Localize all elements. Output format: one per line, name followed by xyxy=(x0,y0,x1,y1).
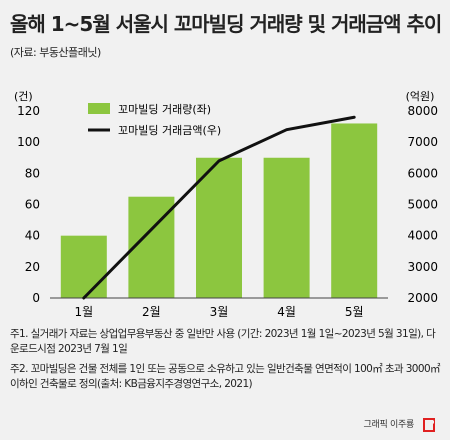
legend-line-label: 꼬마빌딩 거래금액(우) xyxy=(118,124,221,137)
left-tick-label: 120 xyxy=(17,104,40,118)
right-tick-label: 6000 xyxy=(407,166,438,180)
left-tick-label: 80 xyxy=(25,166,40,180)
chart-source: (자료: 부동산플래닛) xyxy=(10,46,101,59)
x-tick-label: 2월 xyxy=(142,305,161,319)
right-tick-label: 2000 xyxy=(407,291,438,305)
x-tick-label: 4월 xyxy=(277,305,296,319)
bar-3월 xyxy=(196,157,242,298)
amount-line-series xyxy=(82,115,356,300)
bar-4월 xyxy=(263,157,310,298)
chart-title: 올해 1~5월 서울시 꼬마빌딩 거래량 및 거래금액 추이 xyxy=(10,12,442,36)
left-axis-unit: (건) xyxy=(14,90,33,103)
x-axis-labels: 1월 2월 3월 4월 5월 xyxy=(74,305,363,319)
right-axis-unit: (억원) xyxy=(406,90,435,103)
left-tick-label: 40 xyxy=(25,229,40,243)
footnote-1: 주1. 실거래가 자료는 상업업무용부동산 중 일반만 사용 (기간: 2023… xyxy=(10,328,436,355)
legend: 꼬마빌딩 거래량(좌) 꼬마빌딩 거래금액(우) xyxy=(88,103,221,137)
right-axis-ticks: 2000 3000 4000 5000 6000 7000 8000 xyxy=(407,104,438,305)
bar-5월 xyxy=(331,123,378,298)
bar-1월 xyxy=(60,235,107,298)
graphic-credit: 그래픽 이주룡 xyxy=(363,420,415,430)
bar-series xyxy=(60,123,378,298)
left-tick-label: 60 xyxy=(25,198,40,212)
right-tick-label: 3000 xyxy=(407,260,438,274)
chart-area: (건) (억원) 0 20 40 60 80 100 120 2000 3000 4000 500… xyxy=(14,90,438,319)
legend-bar-swatch xyxy=(88,103,110,114)
footnotes: 주1. 실거래가 자료는 상업업무용부동산 중 일반만 사용 (기간: 2023… xyxy=(10,327,441,397)
right-tick-label: 8000 xyxy=(407,104,438,118)
right-tick-label: 7000 xyxy=(407,135,438,149)
left-tick-label: 0 xyxy=(32,291,40,305)
x-tick-label: 5월 xyxy=(345,305,364,319)
left-axis-ticks: 0 20 40 60 80 100 120 xyxy=(17,104,40,305)
footnote-2: 주2. 꼬마빌딩은 건물 전체를 1인 또는 공동으로 소유하고 있는 일반건축… xyxy=(10,363,441,390)
right-tick-label: 5000 xyxy=(407,198,438,212)
right-tick-label: 4000 xyxy=(407,229,438,243)
x-tick-label: 1월 xyxy=(74,305,93,319)
left-tick-label: 20 xyxy=(25,260,40,274)
legend-bar-label: 꼬마빌딩 거래량(좌) xyxy=(118,103,211,116)
x-tick-label: 3월 xyxy=(210,305,229,319)
logo-icon xyxy=(423,418,435,432)
left-tick-label: 100 xyxy=(17,135,40,149)
